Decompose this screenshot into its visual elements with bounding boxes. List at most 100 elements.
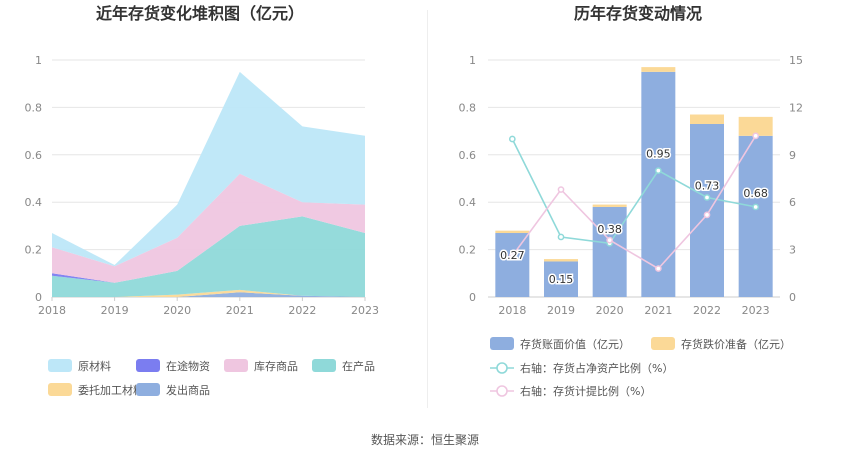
area-4 <box>52 173 365 283</box>
bar-value-label: 0.95 <box>646 147 671 160</box>
bar-value-label: 0.27 <box>500 249 525 262</box>
bar-1-4 <box>690 114 724 124</box>
y2-tick-label: 6 <box>789 196 796 209</box>
area-chart: 近年存货变化堆积图（亿元） 0 0.2 0.4 0.6 0.8 1 2018 2019 202… <box>25 4 380 397</box>
y-tick-label: 0.2 <box>459 244 477 257</box>
bar-chart-x-axis: 2018 2019 2020 2021 2022 2023 <box>498 304 769 317</box>
bar-chart-y-axis: 0 0.2 0.4 0.6 0.8 1 <box>459 54 477 304</box>
area-1 <box>52 289 365 297</box>
area-chart-y-axis: 0 0.2 0.4 0.6 0.8 1 <box>25 54 43 304</box>
line-series-3 <box>511 135 757 270</box>
bar-chart-bars <box>495 67 773 298</box>
line-point-3-4 <box>703 211 711 219</box>
area-2 <box>52 216 365 297</box>
bar-1-1 <box>544 259 578 262</box>
bar-value-label: 0.68 <box>743 187 768 200</box>
legend-label: 原材料 <box>78 359 111 373</box>
y-tick-label: 1 <box>469 54 476 67</box>
y-tick-label: 0.8 <box>25 101 43 114</box>
area-5 <box>52 71 365 267</box>
legend-label: 库存商品 <box>254 359 298 373</box>
bar-0-2 <box>592 206 627 297</box>
legend-swatch <box>312 359 336 372</box>
legend-label: 存货账面价值（亿元） <box>520 337 630 351</box>
x-tick-label: 2020 <box>596 304 624 317</box>
y-tick-label: 1 <box>35 54 42 67</box>
bar-0-1 <box>544 261 578 297</box>
area-chart-x-axis: 2018 2019 2020 2021 2022 2023 <box>38 297 379 317</box>
legend-label: 右轴：存货占净资产比例（%） <box>520 361 673 375</box>
y2-tick-label: 3 <box>789 244 796 257</box>
bar-1-5 <box>738 116 773 136</box>
x-tick-label: 2018 <box>498 304 526 317</box>
legend-label: 右轴：存货计提比例（%） <box>520 384 651 398</box>
y2-tick-label: 12 <box>789 101 803 114</box>
legend-swatch <box>48 359 72 372</box>
panel-divider <box>427 10 428 408</box>
y2-tick-label: 15 <box>789 54 803 67</box>
legend-swatch <box>224 359 248 372</box>
y-tick-label: 0 <box>35 291 42 304</box>
bar-line-chart: 历年存货变动情况 0.27 0.15 0.38 0.95 0.73 0.68 0 0.2 0.… <box>459 4 804 398</box>
x-tick-label: 2021 <box>644 304 672 317</box>
x-tick-label: 2023 <box>351 304 379 317</box>
x-tick-label: 2019 <box>547 304 575 317</box>
line-point-3-3 <box>654 265 662 272</box>
legend-marker <box>496 362 508 374</box>
source-note: 数据来源：恒生聚源 <box>370 433 479 447</box>
line-point-2-3 <box>654 167 662 174</box>
legend-marker <box>496 385 508 397</box>
bar-chart-legend[interactable]: 存货账面价值（亿元） 存货跌价准备（亿元） 右轴：存货占净资产比例（%） 右轴：存货计… <box>490 337 791 398</box>
bar-1-2 <box>592 204 627 207</box>
bar-value-label: 0.38 <box>597 223 622 236</box>
line-series-2 <box>511 138 756 245</box>
y-tick-label: 0.6 <box>25 149 43 162</box>
y2-tick-label: 9 <box>789 149 796 162</box>
y-tick-label: 0.6 <box>459 149 477 162</box>
x-tick-label: 2022 <box>288 304 316 317</box>
y-tick-label: 0.2 <box>25 244 43 257</box>
y-tick-label: 0 <box>469 291 476 304</box>
y2-tick-label: 0 <box>789 291 796 304</box>
legend-swatch <box>136 359 160 372</box>
x-tick-label: 2019 <box>101 304 129 317</box>
y-tick-label: 0.4 <box>459 196 477 209</box>
legend-label: 发出商品 <box>166 383 210 397</box>
legend-label: 委托加工材料 <box>78 383 144 397</box>
y-tick-label: 0.4 <box>25 196 43 209</box>
line-point-3-0 <box>508 252 516 260</box>
bar-chart-grid <box>488 59 780 298</box>
y-tick-label: 0.8 <box>459 101 477 114</box>
line-point-2-1 <box>557 233 565 241</box>
x-tick-label: 2023 <box>742 304 770 317</box>
bar-chart-data-labels: 0.27 0.15 0.38 0.95 0.73 0.68 <box>499 146 770 288</box>
legend-swatch <box>136 383 160 396</box>
bar-1-3 <box>641 67 676 72</box>
x-tick-label: 2020 <box>163 304 191 317</box>
legend-swatch <box>48 383 72 396</box>
line-point-3-1 <box>557 186 565 193</box>
legend-label: 在途物资 <box>166 359 210 373</box>
bar-chart-lines <box>508 132 760 272</box>
bar-chart-title: 历年存货变动情况 <box>574 4 702 23</box>
area-chart-title: 近年存货变化堆积图（亿元） <box>96 4 304 23</box>
area-chart-areas <box>52 71 365 297</box>
line-point-2-5 <box>752 203 760 211</box>
line-point-3-5 <box>752 132 760 140</box>
bar-0-4 <box>690 123 724 298</box>
legend-label: 存货跌价准备（亿元） <box>681 337 791 351</box>
bar-value-label: 0.15 <box>549 273 574 286</box>
bar-0-5 <box>738 135 773 297</box>
line-point-3-2 <box>606 236 614 244</box>
x-tick-label: 2022 <box>693 304 721 317</box>
bar-1-0 <box>495 230 530 234</box>
line-point-2-0 <box>508 135 516 143</box>
x-tick-label: 2018 <box>38 304 66 317</box>
legend-label: 在产品 <box>342 359 375 373</box>
bar-value-label: 0.73 <box>695 180 720 193</box>
line-point-2-4 <box>703 194 711 201</box>
bar-chart-y2-axis: 0 3 6 9 12 15 <box>789 54 803 304</box>
x-tick-label: 2021 <box>226 304 254 317</box>
